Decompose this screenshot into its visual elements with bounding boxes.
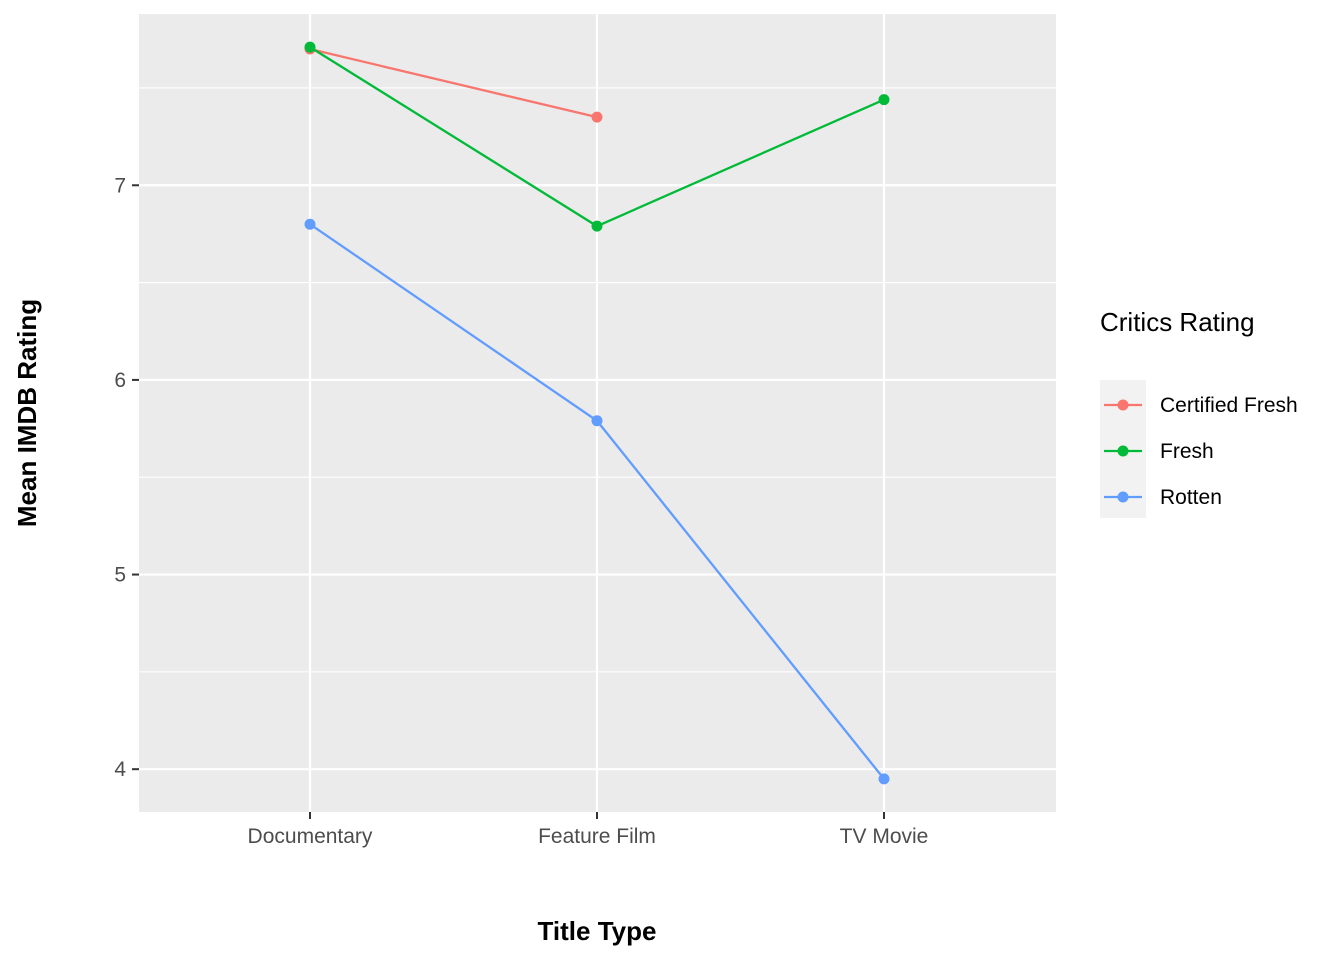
y-tick-label: 6 [114,369,126,392]
data-point-certified-fresh [591,111,603,123]
x-axis: Documentary Feature Film TV Movie [248,812,929,848]
x-axis-title: Title Type [538,916,657,946]
x-tick-label: Feature Film [538,825,656,848]
major-gridlines [139,14,1056,812]
data-point-rotten [304,218,316,230]
data-point-fresh [304,41,316,53]
legend-label: Rotten [1160,486,1222,509]
legend-key-point [1117,399,1129,411]
data-point-fresh [878,94,890,106]
y-axis: 4 5 6 7 [114,174,139,781]
legend-item-certified-fresh: Certified Fresh [1104,394,1298,417]
legend-item-fresh: Fresh [1104,440,1214,463]
x-tick-label: TV Movie [840,825,929,848]
series-layer [304,41,890,785]
x-tick-label: Documentary [248,825,373,848]
data-point-rotten [878,773,890,785]
y-tick-label: 7 [114,174,126,197]
legend-label: Certified Fresh [1160,394,1298,417]
legend: Critics Rating Certified Fresh Fresh Rotte… [1100,307,1298,518]
data-point-rotten [591,415,603,427]
legend-item-rotten: Rotten [1104,486,1222,509]
series-line-certified-fresh [309,47,598,119]
legend-title: Critics Rating [1100,307,1255,337]
legend-key-point [1117,445,1129,457]
y-tick-label: 4 [114,758,126,781]
data-point-fresh [591,220,603,232]
y-tick-label: 5 [114,564,126,587]
legend-key-point [1117,491,1129,503]
legend-label: Fresh [1160,440,1214,463]
y-axis-title: Mean IMDB Rating [12,299,42,527]
